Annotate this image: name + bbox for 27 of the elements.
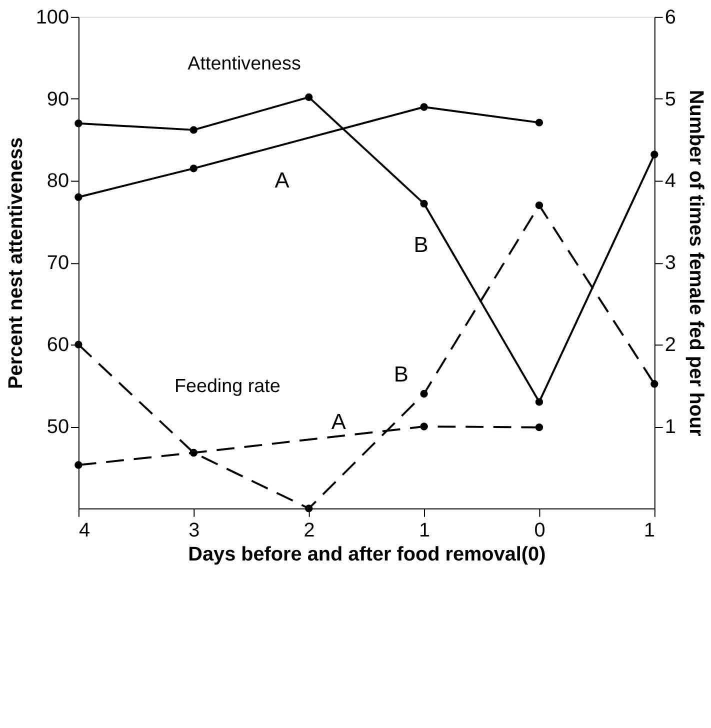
x-tick-label: 2 <box>304 520 315 542</box>
y2-tick-label: 4 <box>664 170 676 192</box>
x-tick-label: 0 <box>534 520 546 542</box>
y-tick-label: 70 <box>46 252 70 274</box>
x-tick-label: 1 <box>418 520 430 542</box>
annotation: Feeding rate <box>174 375 280 396</box>
series-label: A <box>331 408 346 434</box>
series-label: B <box>414 232 428 258</box>
x-tick-label: 4 <box>78 520 90 542</box>
x-tick-label: 1 <box>644 520 655 542</box>
y2-tick-label: 2 <box>664 334 676 356</box>
series-label: A <box>274 168 290 193</box>
y-tick-label: 60 <box>46 334 70 356</box>
y-tick-label: 50 <box>46 416 70 438</box>
y-tick-label: 90 <box>46 88 70 110</box>
y-tick-label: 100 <box>36 6 70 28</box>
x-axis-title: Days before and after food removal(0) <box>188 544 546 566</box>
y2-axis-title: Number of times female fed per hour <box>684 90 707 437</box>
y2-tick-label: 3 <box>664 252 676 274</box>
x-tick-label: 3 <box>188 520 200 542</box>
y2-tick-label: 6 <box>664 6 676 28</box>
y-axis-title: Percent nest attentiveness <box>4 137 27 389</box>
series-label: B <box>394 361 408 386</box>
y-tick-label: 80 <box>46 170 70 192</box>
y2-tick-label: 5 <box>664 88 676 110</box>
y2-tick-label: 1 <box>664 416 676 438</box>
annotation: Attentiveness <box>188 52 301 74</box>
